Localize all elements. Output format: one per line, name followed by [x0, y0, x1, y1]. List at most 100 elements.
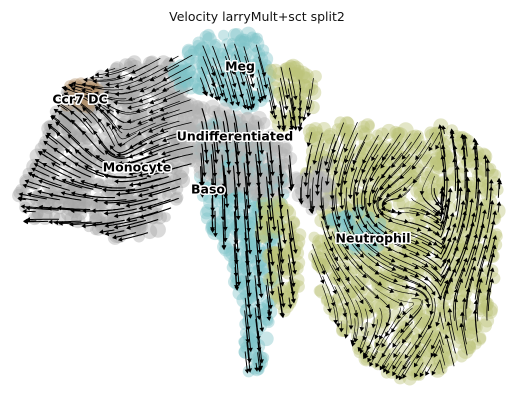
cell-point: [276, 147, 288, 158]
cell-point: [248, 321, 264, 338]
cell-point: [195, 124, 211, 140]
streamline: [400, 241, 430, 256]
streamline: [410, 274, 435, 295]
streamline-arrowhead: [288, 127, 294, 132]
streamline: [484, 156, 487, 177]
streamline: [92, 87, 124, 91]
cell-point: [81, 149, 97, 166]
streamline: [332, 297, 339, 326]
streamline: [106, 230, 125, 235]
cell-point: [214, 48, 229, 62]
streamline: [277, 253, 283, 285]
cell-point: [240, 277, 256, 293]
cell-point: [268, 81, 282, 94]
streamline: [352, 178, 357, 211]
streamline-arrowhead: [339, 205, 345, 210]
cell-point: [258, 51, 274, 67]
streamline-arrowhead: [375, 362, 380, 368]
cell-point: [471, 242, 484, 255]
streamline-arrowhead: [287, 304, 293, 309]
streamline: [73, 83, 102, 89]
streamline: [85, 148, 113, 167]
streamline-arrowhead: [283, 106, 289, 111]
cell-point: [218, 225, 231, 239]
cell-point: [392, 127, 408, 143]
streamline: [64, 93, 80, 101]
streamline: [474, 224, 484, 256]
cell-point: [475, 304, 487, 316]
cell-point: [220, 38, 234, 52]
streamline-arrowhead: [489, 200, 495, 205]
streamline-arrowhead: [204, 160, 210, 165]
streamline-arrowhead: [38, 179, 43, 184]
cell-point: [250, 41, 261, 53]
streamline-arrowhead: [371, 323, 377, 329]
streamline: [202, 131, 208, 164]
streamline-arrowhead: [312, 160, 318, 165]
cell-point: [238, 33, 252, 47]
cell-point: [413, 130, 424, 141]
cell-point: [465, 316, 481, 332]
streamline-arrowhead: [414, 264, 419, 270]
streamline-arrowhead: [74, 93, 80, 98]
streamline: [22, 205, 50, 209]
streamline-arrowhead: [374, 270, 380, 275]
cell-point: [293, 228, 307, 242]
cell-point: [323, 295, 339, 311]
cell-point: [318, 176, 335, 193]
streamline: [246, 264, 251, 296]
streamline-arrowhead: [359, 349, 364, 354]
streamline-arrowhead: [333, 319, 338, 325]
streamline-arrowhead: [220, 84, 225, 89]
streamline: [245, 68, 254, 100]
cell-point: [327, 216, 342, 230]
streamline: [268, 232, 274, 265]
streamline: [475, 178, 479, 211]
cell-point: [442, 174, 455, 187]
cell-point: [240, 26, 257, 42]
streamline-arrowhead: [474, 140, 479, 146]
streamline: [373, 143, 391, 170]
cell-point: [314, 155, 327, 168]
streamline-arrowhead: [103, 173, 109, 179]
streamline: [421, 165, 435, 194]
streamline: [210, 154, 214, 186]
streamline: [460, 324, 468, 356]
streamline: [388, 153, 410, 178]
cell-point: [345, 164, 357, 176]
cell-point: [428, 173, 441, 187]
streamline-arrowhead: [116, 74, 121, 80]
cell-point: [328, 310, 341, 323]
cell-point: [313, 285, 326, 297]
streamline-arrowhead: [58, 96, 63, 101]
cell-point: [375, 127, 390, 142]
streamline: [453, 289, 458, 321]
cell-point: [329, 270, 344, 285]
streamline: [137, 176, 169, 186]
streamline: [465, 199, 473, 231]
streamline-arrowhead: [69, 110, 75, 116]
streamline: [382, 133, 401, 160]
streamline: [59, 97, 83, 113]
cell-point: [411, 304, 424, 317]
streamline-arrowhead: [414, 239, 420, 245]
streamline: [117, 142, 148, 156]
streamline: [103, 188, 136, 192]
cell-point: [117, 92, 132, 107]
streamline: [278, 152, 283, 185]
streamline-arrowhead: [441, 125, 446, 130]
streamline: [149, 109, 180, 121]
cell-point: [249, 32, 261, 44]
cell-point: [388, 228, 401, 241]
streamline: [70, 111, 94, 135]
cell-point: [413, 182, 428, 197]
cell-point: [373, 218, 388, 234]
streamline: [52, 162, 81, 179]
streamline-arrowhead: [20, 204, 25, 209]
streamline-arrowhead: [246, 272, 252, 277]
cell-point: [201, 203, 215, 217]
cell-point: [311, 239, 322, 250]
cell-point: [341, 116, 354, 129]
cell-point: [466, 319, 482, 335]
streamline-arrowhead: [374, 213, 380, 219]
